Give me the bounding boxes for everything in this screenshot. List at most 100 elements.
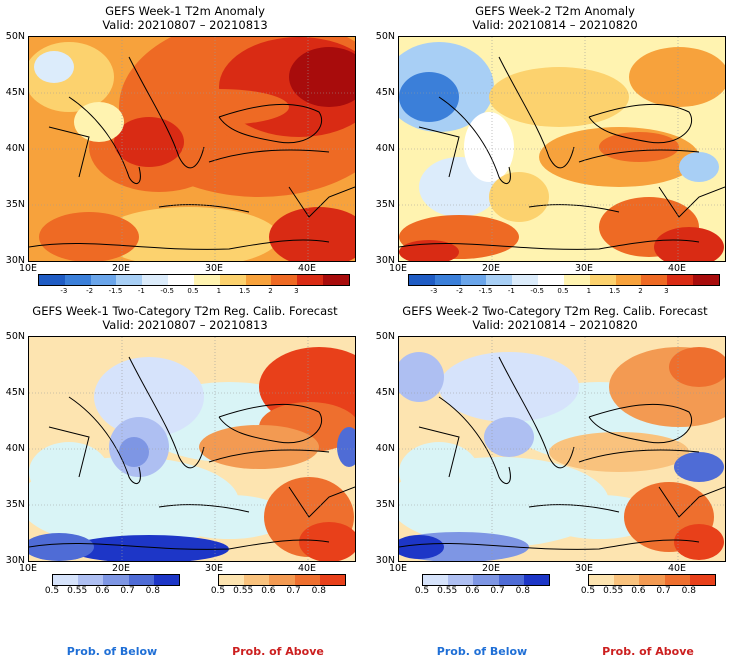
colorbar-swatch [689, 575, 716, 585]
above-colorbar [218, 574, 346, 586]
colorbar-tick-label: -1 [507, 287, 515, 295]
colorbar-tick-label: 0.8 [145, 586, 160, 596]
colorbar-tick-label: 0.5 [414, 586, 430, 596]
colorbar-tick-label: -2 [456, 287, 464, 295]
colorbar-tick-label: 0.55 [233, 586, 254, 596]
panel-valid: Valid: 20210807 – 20210813 [102, 18, 268, 32]
lon-label: 20E [111, 563, 131, 574]
lat-label: 30N [5, 555, 25, 566]
colorbar-tick-label: 0.7 [286, 586, 301, 596]
colorbar-tick-label: 3 [294, 287, 299, 295]
colorbar-swatch [589, 575, 615, 585]
colorbar-tick-label: 3 [664, 287, 669, 295]
panel-valid: Valid: 20210814 – 20210820 [472, 18, 638, 32]
lat-label: 30N [375, 555, 395, 566]
prob-above-label: Prob. of Above [602, 645, 694, 658]
colorbar-swatch [538, 275, 564, 285]
colorbar-swatch [53, 575, 79, 585]
lon-label: 40E [667, 263, 687, 274]
anomaly-map-week1 [28, 36, 356, 262]
colorbar-tick-label: 0.7 [656, 586, 671, 596]
colorbar-swatch [614, 575, 640, 585]
colorbar-swatch [116, 275, 143, 285]
panel-title: GEFS Week-1 T2m Anomaly [105, 4, 265, 18]
lon-label: 30E [204, 263, 224, 274]
lon-label: 40E [297, 263, 317, 274]
colorbar-swatch [39, 275, 65, 285]
colorbar-swatch [512, 275, 539, 285]
probability-map-week2 [398, 336, 726, 562]
lat-label: 50N [375, 31, 395, 42]
colorbar-swatch [409, 275, 435, 285]
colorbar-swatch [664, 575, 690, 585]
panel-week2-probability: GEFS Week-2 Two-Category T2m Reg. Calib.… [370, 300, 740, 598]
colorbar-swatch [142, 275, 169, 285]
colorbar-swatch [693, 275, 719, 285]
colorbar-swatch [153, 575, 180, 585]
colorbar-tick-label: 0.55 [67, 586, 88, 596]
colorbar-swatch [103, 575, 129, 585]
colorbar-swatch [128, 575, 154, 585]
panel-valid: Valid: 20210814 – 20210820 [472, 318, 638, 332]
colorbar-swatch [423, 575, 449, 585]
panel-valid: Valid: 20210807 – 20210813 [102, 318, 268, 332]
lat-label: 45N [375, 387, 395, 398]
colorbar-swatch [589, 275, 616, 285]
colorbar-swatch [90, 275, 117, 285]
colorbar-swatch [294, 575, 320, 585]
colorbar-swatch [319, 575, 346, 585]
colorbar-tick-label: 0.55 [437, 586, 458, 596]
lat-label: 30N [375, 255, 395, 266]
colorbar-tick-label: 0.8 [681, 586, 696, 596]
colorbar-swatch [244, 575, 270, 585]
colorbar-swatch [615, 275, 642, 285]
colorbar-swatch [448, 575, 474, 585]
colorbar-tick-label: 0.8 [311, 586, 326, 596]
lon-label: 20E [111, 263, 131, 274]
lat-label: 35N [5, 199, 25, 210]
below-colorbar [422, 574, 550, 586]
below-colorbar [52, 574, 180, 586]
panel-week1-anomaly: GEFS Week-1 T2m Anomaly Valid: 20210807 … [0, 0, 370, 298]
colorbar-tick-label: 1 [586, 287, 592, 295]
lon-label: 10E [388, 563, 408, 574]
colorbar-tick-label: -2 [86, 287, 94, 295]
anomaly-colorbar [38, 274, 350, 286]
colorbar-swatch [523, 575, 550, 585]
lat-label: 35N [5, 499, 25, 510]
above-colorbar-ticks: 0.5 0.55 0.6 0.7 0.8 [581, 586, 714, 597]
lon-label: 30E [574, 563, 594, 574]
prob-above-label: Prob. of Above [232, 645, 324, 658]
panel-title: GEFS Week-1 Two-Category T2m Reg. Calib.… [32, 304, 338, 318]
lat-label: 40N [375, 443, 395, 454]
colorbar-tick-label: -1.5 [478, 287, 493, 295]
colorbar-swatch [64, 275, 91, 285]
lat-label: 40N [5, 443, 25, 454]
lon-label: 10E [388, 263, 408, 274]
colorbar-tick-label: -3 [60, 287, 68, 295]
lon-label: 40E [297, 563, 317, 574]
colorbar-swatch [498, 575, 524, 585]
lon-label: 10E [18, 563, 38, 574]
colorbar-tick-label: 0.5 [44, 586, 60, 596]
colorbar-swatch [219, 275, 246, 285]
lat-label: 50N [5, 331, 25, 342]
lat-label: 45N [5, 387, 25, 398]
colorbar-swatch [78, 575, 104, 585]
panel-week2-anomaly: GEFS Week-2 T2m Anomaly Valid: 20210814 … [370, 0, 740, 298]
colorbar-tick-label: 0.6 [465, 586, 480, 596]
colorbar-swatch [193, 275, 220, 285]
colorbar-tick-label: 0.55 [603, 586, 624, 596]
colorbar-tick-label: 0.5 [580, 586, 596, 596]
lat-label: 30N [5, 255, 25, 266]
colorbar-tick-label: -1 [137, 287, 145, 295]
panel-title: GEFS Week-2 Two-Category T2m Reg. Calib.… [402, 304, 708, 318]
panel-week1-probability: GEFS Week-1 Two-Category T2m Reg. Calib.… [0, 300, 370, 598]
colorbar-swatch [667, 275, 694, 285]
colorbar-tick-label: 0.8 [515, 586, 530, 596]
below-colorbar-ticks: 0.5 0.55 0.6 0.7 0.8 [45, 586, 178, 597]
anomaly-colorbar [408, 274, 720, 286]
colorbar-tick-label: 0.5 [210, 586, 226, 596]
colorbar-tick-label: 1 [216, 287, 222, 295]
lat-label: 50N [375, 331, 395, 342]
